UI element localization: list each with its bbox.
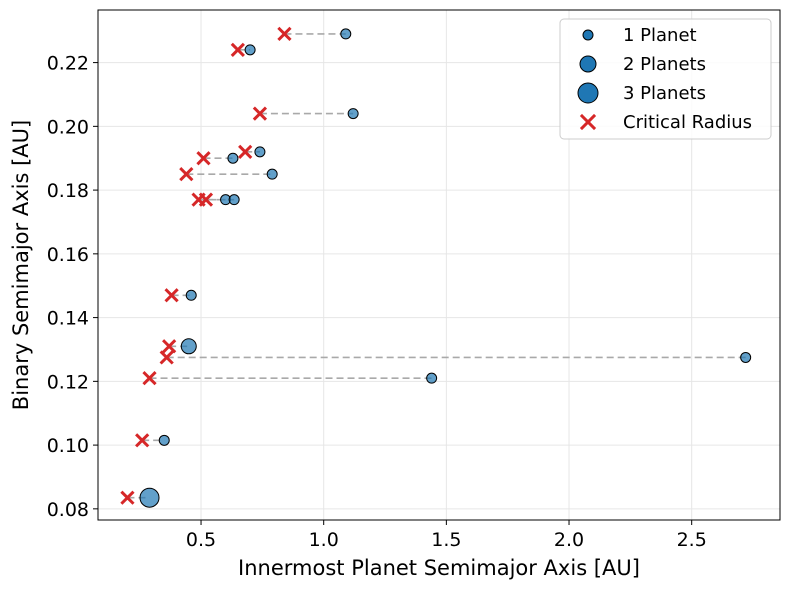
planet-point — [180, 338, 197, 355]
y-tick-label: 0.18 — [47, 180, 89, 202]
y-tick-label: 0.22 — [47, 53, 89, 75]
axis-ticks: 0.5 1.0 1.5 2.0 2.5 0.08 0.10 0.12 0.14 0.16 0.18 0… — [47, 53, 707, 551]
legend-label: Critical Radius — [623, 112, 752, 133]
planet-point — [244, 44, 256, 56]
critical-radius-marker — [159, 350, 174, 365]
critical-marker-stroke — [162, 339, 177, 354]
planet-point — [139, 487, 160, 508]
critical-radius-marker — [198, 192, 214, 207]
planet-point — [340, 28, 352, 40]
x-tick-label: 1.5 — [431, 529, 461, 551]
critical-marker-stroke — [142, 371, 157, 386]
critical-radius-marker — [238, 144, 253, 159]
legend: 1 Planet 2 Planets 3 Planets Critical Radiu… — [559, 18, 772, 140]
legend-box — [559, 18, 772, 140]
legend-planet-2-icon — [579, 55, 597, 73]
x-tick-label: 2.0 — [554, 529, 584, 551]
y-tick-label: 0.08 — [47, 499, 89, 521]
y-tick-label: 0.12 — [47, 371, 89, 393]
critical-marker-stroke — [579, 113, 597, 131]
critical-marker-stroke — [120, 490, 135, 505]
y-tick-label: 0.16 — [47, 244, 89, 266]
data-points — [120, 26, 752, 508]
critical-radius-marker — [135, 433, 150, 448]
critical-radius-marker — [164, 288, 179, 303]
y-tick-label: 0.10 — [47, 435, 89, 457]
planet-point — [227, 152, 239, 164]
critical-radius-marker — [142, 371, 157, 386]
y-tick-label: 0.14 — [47, 308, 89, 330]
legend-label: 3 Planets — [623, 83, 706, 104]
x-tick-label: 2.5 — [677, 529, 707, 551]
critical-marker-stroke — [238, 144, 253, 159]
legend-planet-1-icon — [582, 29, 594, 41]
legend-planet-3-icon — [577, 82, 599, 104]
critical-radius-marker — [230, 42, 245, 57]
critical-marker-stroke — [159, 350, 174, 365]
planet-point — [347, 108, 359, 120]
critical-radius-marker — [277, 26, 292, 42]
planet-point — [158, 434, 170, 446]
legend-critical-icon — [579, 113, 597, 131]
plot-area-frame — [97, 9, 781, 521]
critical-radius-marker — [179, 167, 194, 182]
critical-radius-marker — [252, 106, 268, 121]
x-tick-label: 1.0 — [309, 529, 339, 551]
planet-point — [426, 372, 438, 384]
x-axis-label: Innermost Planet Semimajor Axis [AU] — [238, 556, 640, 580]
planet-point — [254, 146, 266, 158]
critical-marker-stroke — [198, 192, 214, 207]
legend-label: 1 Planet — [623, 25, 697, 46]
critical-radius-marker — [196, 151, 211, 166]
critical-marker-stroke — [164, 288, 179, 303]
y-axis-label: Binary Semimajor Axis [AU] — [9, 120, 33, 410]
critical-radius-marker — [162, 339, 177, 354]
legend-label: 2 Planets — [623, 54, 706, 75]
critical-marker-stroke — [196, 151, 211, 166]
planet-point — [740, 351, 752, 363]
critical-marker-stroke — [179, 167, 194, 182]
critical-marker-stroke — [135, 433, 150, 448]
planet-point — [185, 289, 197, 301]
connector-lines — [127, 33, 746, 499]
planet-point — [266, 168, 278, 180]
critical-marker-stroke — [277, 26, 292, 42]
critical-radius-marker — [120, 490, 135, 505]
x-tick-label: 0.5 — [186, 529, 216, 551]
critical-marker-stroke — [252, 106, 268, 121]
y-tick-label: 0.20 — [47, 116, 89, 138]
critical-marker-stroke — [230, 42, 245, 57]
planet-point — [228, 194, 240, 206]
